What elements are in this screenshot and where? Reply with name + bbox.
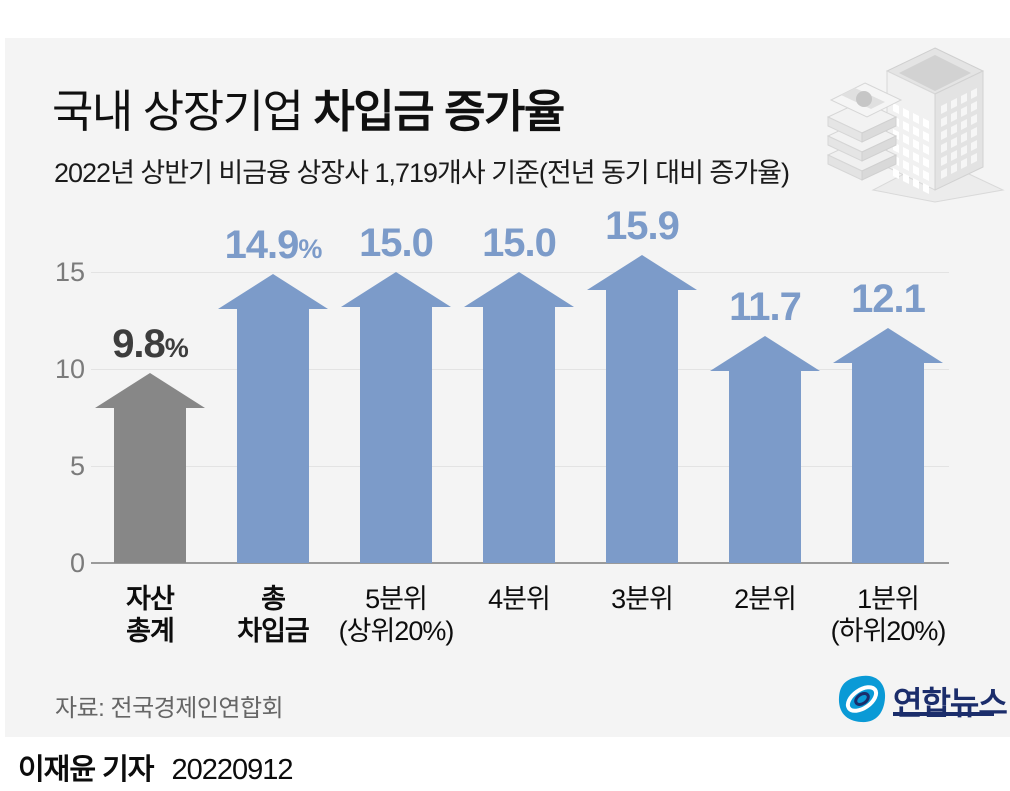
value-number: 11.7: [729, 285, 802, 329]
y-tick-label-15: 15: [54, 257, 85, 287]
yonhap-globe-icon: [838, 675, 886, 723]
x-axis-baseline: [91, 562, 949, 564]
chart-area: 0 5 10 15 9.8% 자산 총계 14.9% 총 차입금 15.0 5분위 (상위20%) 15.…: [5, 38, 1010, 737]
chart-subtitle: 2022년 상반기 비금융 상장사 1,719개사 기준(전년 동기 대비 증가…: [54, 158, 790, 188]
y-tick-label-5: 5: [69, 451, 85, 481]
category-label-0: 자산 총계: [55, 583, 245, 647]
value-suffix: %: [164, 333, 189, 363]
value-number: 15.0: [482, 221, 557, 265]
value-label-6: 12.1: [778, 278, 998, 320]
arrow-bar-2: [341, 272, 451, 563]
category-line1: 1분위: [857, 584, 920, 614]
category-label-1: 총 차입금: [178, 583, 368, 647]
infographic-card: 국내 상장기업 차입금 증가율 2022년 상반기 비금융 상장사 1,719개…: [5, 38, 1010, 737]
category-line1: 4분위: [488, 584, 551, 614]
yonhap-logo-underline: [893, 712, 994, 716]
category-line2: (하위20%): [830, 616, 947, 646]
category-line1: 2분위: [734, 584, 797, 614]
arrow-bar-1: [218, 274, 328, 563]
value-number: 12.1: [851, 277, 926, 321]
value-label-0: 9.8%: [40, 323, 260, 369]
value-number: 14.9: [224, 223, 300, 267]
page-title: 국내 상장기업 차입금 증가율: [52, 75, 565, 140]
value-label-3: 15.0: [409, 222, 629, 264]
money-stack-icon: [826, 82, 903, 181]
category-line1: 5분위: [365, 584, 428, 614]
value-number: 15.9: [605, 204, 680, 248]
value-label-5: 11.7: [655, 286, 875, 328]
value-number: 15.0: [359, 221, 434, 265]
category-line1: 총: [261, 584, 286, 614]
title-bold-part: 차입금 증가율: [313, 86, 565, 137]
category-line1: 자산: [126, 584, 175, 614]
category-line2: (상위20%): [338, 616, 455, 646]
value-label-4: 15.9: [532, 205, 752, 247]
arrow-bar-6: [833, 328, 943, 563]
category-label-2: 5분위 (상위20%): [301, 583, 491, 647]
value-suffix: %: [298, 234, 322, 264]
category-label-6: 1분위 (하위20%): [793, 583, 983, 647]
category-line2: 총계: [126, 616, 175, 646]
building-money-icon: [826, 47, 1005, 203]
y-tick-label-10: 10: [54, 354, 85, 384]
arrow-bar-3: [464, 272, 574, 563]
value-label-2: 15.0: [286, 222, 506, 264]
category-label-5: 2분위: [670, 583, 860, 615]
source-credit: 자료: 전국경제인연합회: [55, 695, 284, 722]
arrow-bar-5: [710, 336, 820, 563]
reporter-name: 이재윤 기자: [18, 754, 154, 786]
category-line1: 3분위: [611, 584, 674, 614]
yonhap-logo-text: 연합뉴스: [893, 685, 1008, 721]
category-label-3: 4분위: [424, 583, 614, 615]
value-number: 9.8: [112, 322, 166, 366]
y-tick-label-0: 0: [69, 548, 85, 578]
gridline-y15: [91, 272, 949, 273]
value-label-1: 14.9%: [163, 224, 383, 270]
arrow-bar-0: [95, 373, 205, 563]
category-line2: 차입금: [237, 616, 310, 646]
title-regular-part: 국내 상장기업: [52, 86, 314, 137]
arrow-bar-4: [587, 255, 697, 563]
category-label-4: 3분위: [547, 583, 737, 615]
byline: 이재윤 기자 20220912: [18, 746, 294, 788]
publish-date: 20220912: [171, 754, 293, 786]
